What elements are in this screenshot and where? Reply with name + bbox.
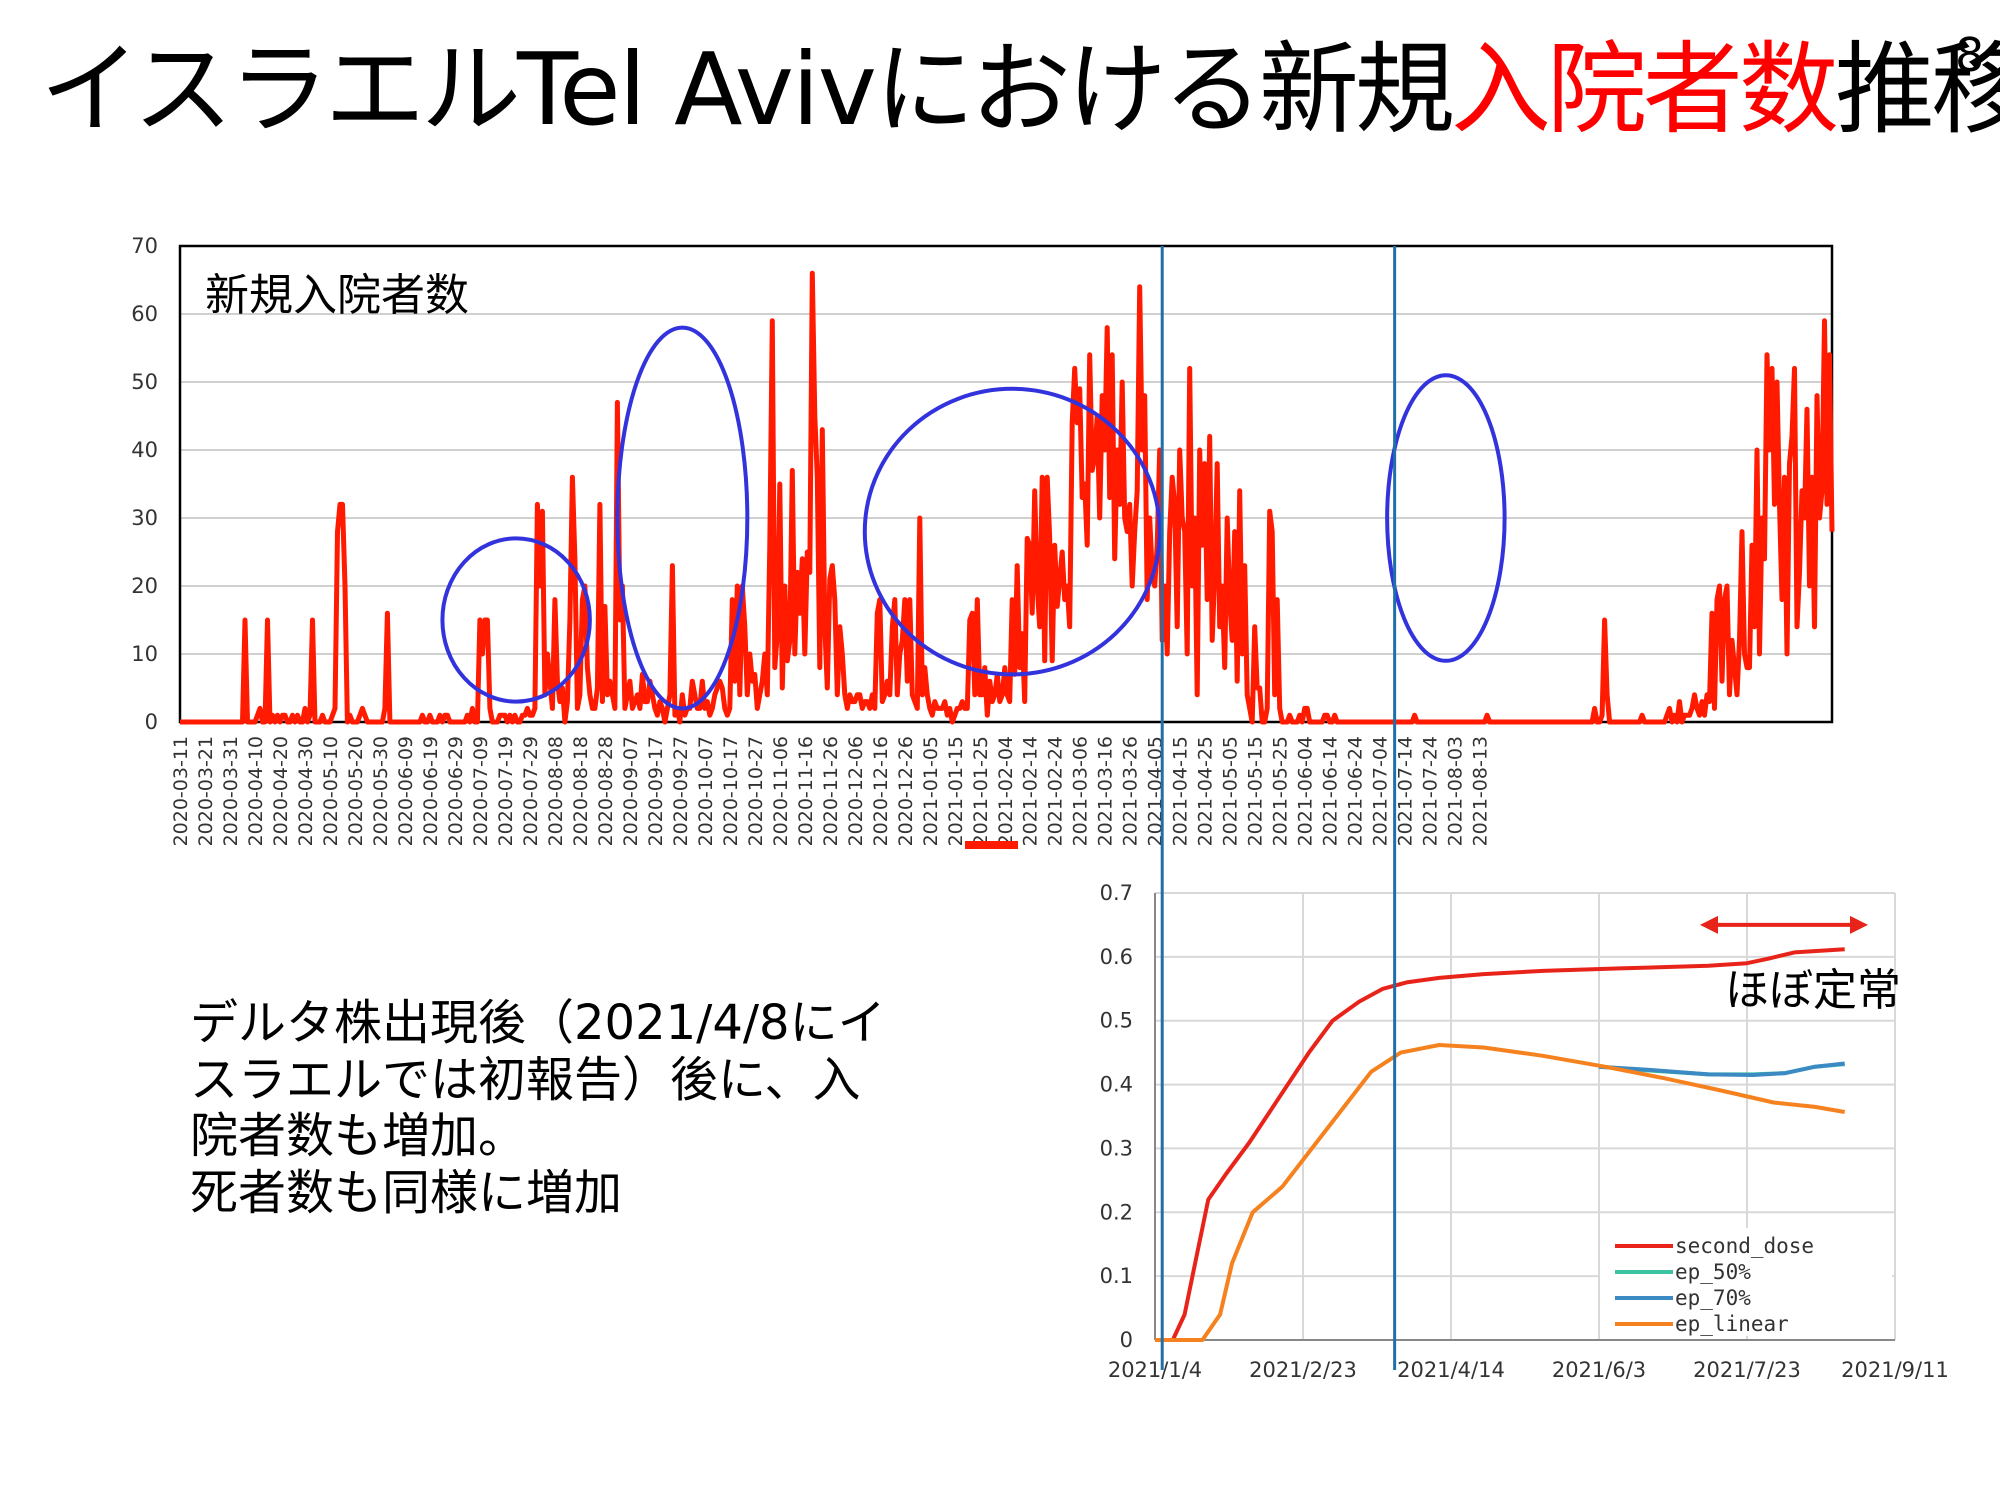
x-tick-label: 2021-01-05: [920, 736, 942, 846]
legend-label: ep_50%: [1675, 1260, 1751, 1284]
y-tick-label: 0: [1120, 1328, 1133, 1352]
x-tick-label: 2020-12-16: [870, 736, 892, 846]
y-tick-label: 0.7: [1100, 881, 1133, 905]
x-tick-label: 2020-04-10: [245, 736, 267, 846]
legend-label: ep_linear: [1675, 1312, 1789, 1336]
x-tick-label: 2020-03-11: [170, 736, 192, 846]
x-tick-label: 2021-06-04: [1295, 736, 1317, 846]
x-tick-label: 2020-08-08: [545, 736, 567, 846]
x-tick-label: 2020-09-07: [620, 736, 642, 846]
x-tick-label: 2021-08-13: [1470, 736, 1492, 846]
page-number: 8: [1955, 28, 1985, 82]
y-tick-label: 50: [131, 370, 158, 394]
x-tick-label: 2020-10-27: [745, 736, 767, 846]
x-tick-label: 2020-09-17: [645, 736, 667, 846]
title-highlight: 入院者数: [1450, 31, 1839, 148]
delta-description-text: デルタ株出現後（2021/4/8にイ スラエルでは初報告）後に、入 院者数も増加…: [190, 995, 886, 1221]
slide-title: イスラエルTel Avivにおける新規入院者数推移: [40, 40, 2000, 140]
x-tick-label: 2021/2/23: [1249, 1358, 1357, 1382]
x-tick-label: 2020-10-17: [720, 736, 742, 846]
legend-label: ep_70%: [1675, 1286, 1751, 1310]
x-tick-label: 2020-10-07: [695, 736, 717, 846]
x-tick-label: 2021-03-16: [1095, 736, 1117, 846]
x-tick-label: 2020-08-18: [570, 736, 592, 846]
x-tick-label: 2020-07-09: [470, 736, 492, 846]
y-tick-label: 60: [131, 302, 158, 326]
x-tick-label: 2021/6/3: [1552, 1358, 1646, 1382]
x-tick-label: 2021-02-14: [1020, 736, 1042, 846]
x-tick-label: 2021-04-25: [1195, 736, 1217, 846]
x-tick-label: 2020-03-31: [220, 736, 242, 846]
x-tick-label: 2020-03-21: [195, 736, 217, 846]
x-tick-label: 2020-07-19: [495, 736, 517, 846]
x-tick-label: 2021/9/11: [1841, 1358, 1949, 1382]
y-tick-label: 0: [145, 710, 158, 734]
x-tick-label: 2021-05-25: [1270, 736, 1292, 846]
chart-title: 新規入院者数: [205, 270, 469, 321]
x-tick-label: 2020-08-28: [595, 736, 617, 846]
y-tick-label: 70: [131, 234, 158, 258]
y-tick-label: 0.3: [1100, 1136, 1133, 1160]
x-tick-label: 2020-06-29: [445, 736, 467, 846]
x-tick-label: 2021/4/14: [1397, 1358, 1505, 1382]
x-tick-label: 2020-11-26: [820, 736, 842, 846]
x-tick-label: 2021-07-24: [1420, 736, 1442, 846]
x-tick-label: 2021-01-15: [945, 736, 967, 846]
x-tick-label: 2020-11-16: [795, 736, 817, 846]
x-tick-label: 2020-05-20: [345, 736, 367, 846]
x-tick-label: 2020-11-06: [770, 736, 792, 846]
x-tick-label: 2020-09-27: [670, 736, 692, 846]
x-tick-label: 2020-05-30: [370, 736, 392, 846]
title-part-2: Tel Aviv: [517, 31, 877, 148]
title-part-5: 推移: [1834, 31, 2000, 148]
x-tick-label: 2021-06-14: [1320, 736, 1342, 846]
x-tick-label: 2021-07-14: [1395, 736, 1417, 846]
x-tick-label: 2021-03-06: [1070, 736, 1092, 846]
x-tick-label: 2021-04-15: [1170, 736, 1192, 846]
x-tick-label: 2020-06-19: [420, 736, 442, 846]
y-tick-label: 0.5: [1100, 1009, 1133, 1033]
x-tick-label: 2020-06-09: [395, 736, 417, 846]
series-line-second-dose: [1155, 947, 1845, 1342]
x-tick-label: 2020-12-26: [895, 736, 917, 846]
x-tick-label: 2021-05-15: [1245, 736, 1267, 846]
x-tick-label: 2021-08-03: [1445, 736, 1467, 846]
x-tick-label: 2020-07-29: [520, 736, 542, 846]
series-line-ep-linear: [1155, 1043, 1846, 1342]
y-tick-label: 0.4: [1100, 1073, 1133, 1097]
y-tick-label: 10: [131, 642, 158, 666]
y-tick-label: 40: [131, 438, 158, 462]
x-tick-label: 2021/1/4: [1108, 1358, 1202, 1382]
x-tick-label: 2021-03-26: [1120, 736, 1142, 846]
x-tick-label: 2021-02-24: [1045, 736, 1067, 846]
x-tick-label: 2021/7/23: [1693, 1358, 1801, 1382]
x-tick-label: 2020-05-10: [320, 736, 342, 846]
title-part-3: における新規: [874, 31, 1455, 148]
x-tick-label: 2020-04-20: [270, 736, 292, 846]
title-part-1: イスラエル: [40, 31, 521, 148]
x-tick-label: 2021-07-04: [1370, 736, 1392, 846]
x-tick-label: 2020-04-30: [295, 736, 317, 846]
x-tick-label: 2021-06-24: [1345, 736, 1367, 846]
series-line-hospitalizations: [180, 270, 1835, 725]
series-line-ep-70-: [1598, 1061, 1845, 1077]
x-tick-label: 2021-01-25: [970, 736, 992, 846]
x-tick-label: 2021-05-05: [1220, 736, 1242, 846]
y-tick-label: 20: [131, 574, 158, 598]
y-tick-label: 0.2: [1100, 1200, 1133, 1224]
x-tick-label: 2021-02-04: [995, 736, 1017, 846]
y-tick-label: 0.1: [1100, 1264, 1133, 1288]
y-tick-label: 30: [131, 506, 158, 530]
x-tick-label: 2020-12-06: [845, 736, 867, 846]
legend-label: second_dose: [1675, 1234, 1814, 1258]
y-tick-label: 0.6: [1100, 945, 1133, 969]
